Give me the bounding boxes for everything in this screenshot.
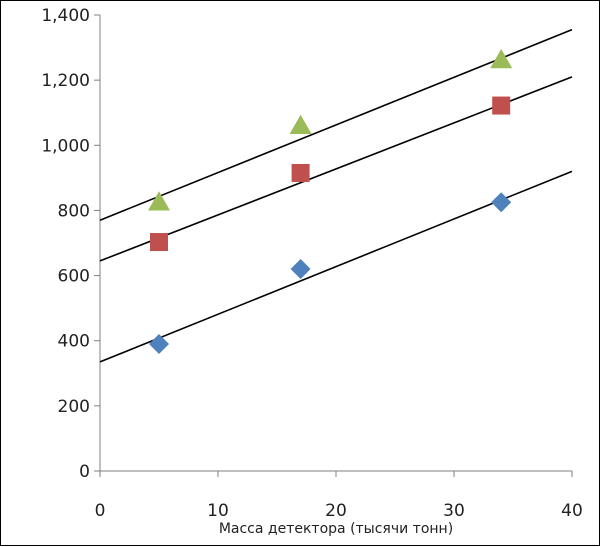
x-tick-label-3: 30 — [443, 501, 465, 521]
point-series0-2 — [491, 192, 512, 213]
point-series1-0 — [150, 233, 168, 252]
x-axis-title: Масса детектора (тысячи тонн) — [219, 521, 453, 537]
x-tick-label-1: 10 — [207, 501, 229, 521]
x-tick-label-2: 20 — [325, 501, 347, 521]
point-series2-2 — [490, 48, 513, 69]
point-series2-0 — [148, 191, 170, 211]
axis-ticks — [94, 14, 573, 477]
point-series0-0 — [149, 333, 169, 354]
y-tick-label-5: 1,000 — [41, 136, 90, 156]
y-tick-label-1: 200 — [58, 397, 90, 417]
y-tick-label-2: 400 — [58, 332, 90, 352]
point-series1-1 — [291, 163, 310, 182]
point-series0-1 — [290, 259, 311, 280]
x-tick-label-4: 40 — [561, 501, 583, 521]
trendline-2 — [99, 28, 573, 221]
y-tick-label-6: 1,200 — [41, 71, 90, 91]
y-tick-label-0: 0 — [79, 462, 90, 482]
x-tick-label-0: 0 — [95, 501, 106, 521]
point-series2-1 — [289, 114, 312, 134]
axes — [99, 15, 572, 472]
point-series1-2 — [492, 96, 511, 115]
y-tick-label-4: 800 — [58, 201, 90, 221]
x-tick-labels: 0 10 20 30 40 — [95, 501, 583, 521]
y-tick-label-3: 600 — [58, 267, 90, 287]
data-points — [148, 48, 513, 354]
y-tick-label-7: 1,400 — [41, 6, 90, 26]
y-tick-labels: 0 200 400 600 800 1,000 1,200 1,400 — [41, 6, 90, 482]
